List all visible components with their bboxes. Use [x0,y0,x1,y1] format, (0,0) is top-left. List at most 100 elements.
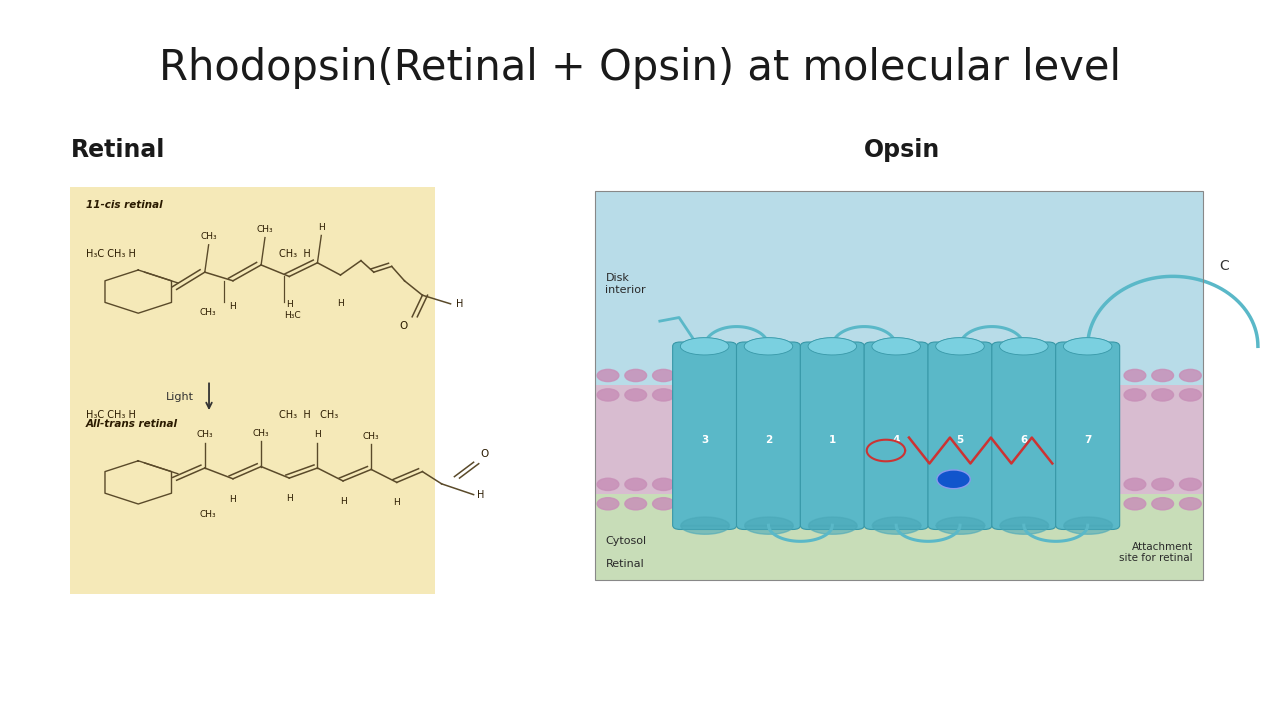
Circle shape [708,498,730,510]
Circle shape [1096,498,1119,510]
Text: Disk
interior: Disk interior [605,274,646,295]
Circle shape [1179,369,1201,382]
Circle shape [791,369,813,382]
Circle shape [736,369,758,382]
Text: CH₃: CH₃ [197,431,212,439]
Circle shape [681,498,703,510]
Circle shape [1124,369,1146,382]
Circle shape [708,478,730,490]
Circle shape [596,389,620,401]
FancyBboxPatch shape [736,342,800,529]
Circle shape [625,498,646,510]
Circle shape [1041,369,1062,382]
Circle shape [1014,389,1034,401]
Text: CH₃: CH₃ [200,510,215,518]
Circle shape [681,478,703,490]
Text: Rhodopsin(Retinal + Opsin) at molecular level: Rhodopsin(Retinal + Opsin) at molecular … [159,47,1121,89]
Circle shape [1014,369,1034,382]
Circle shape [653,478,675,490]
FancyBboxPatch shape [595,191,1203,385]
Circle shape [957,389,979,401]
Circle shape [1124,478,1146,490]
Text: H: H [337,299,344,308]
Circle shape [986,389,1007,401]
Circle shape [1096,369,1119,382]
Text: H: H [285,300,293,310]
Text: H: H [285,494,293,503]
FancyBboxPatch shape [70,187,435,594]
Circle shape [763,498,786,510]
FancyBboxPatch shape [800,342,864,529]
Text: 6: 6 [1020,435,1028,445]
Circle shape [1096,389,1119,401]
Text: H: H [317,222,325,232]
Circle shape [791,498,813,510]
Circle shape [874,369,896,382]
Text: Light: Light [165,392,193,402]
Circle shape [708,369,730,382]
Text: Opsin: Opsin [864,138,941,162]
Circle shape [929,498,951,510]
Polygon shape [744,338,792,355]
Text: CH₃  H: CH₃ H [279,249,311,259]
Circle shape [902,498,924,510]
Circle shape [791,478,813,490]
Text: 11-cis retinal: 11-cis retinal [86,200,163,210]
Text: 7: 7 [1084,435,1092,445]
FancyBboxPatch shape [864,342,928,529]
Circle shape [819,478,841,490]
Text: 3: 3 [701,435,708,445]
Circle shape [596,498,620,510]
Circle shape [791,389,813,401]
Circle shape [1152,498,1174,510]
Circle shape [874,389,896,401]
Polygon shape [681,338,730,355]
Text: CH₃: CH₃ [201,232,216,241]
Circle shape [763,389,786,401]
Text: Retinal: Retinal [70,138,165,162]
Circle shape [874,498,896,510]
Circle shape [846,478,868,490]
Circle shape [846,369,868,382]
Circle shape [763,369,786,382]
Circle shape [929,369,951,382]
Circle shape [1041,478,1062,490]
FancyBboxPatch shape [928,342,992,529]
Circle shape [653,389,675,401]
Text: 1: 1 [828,435,836,445]
Circle shape [986,478,1007,490]
Circle shape [681,369,703,382]
Circle shape [1124,498,1146,510]
Circle shape [986,369,1007,382]
Circle shape [1069,478,1091,490]
Circle shape [902,389,924,401]
Text: H₃C CH₃ H: H₃C CH₃ H [86,410,136,420]
FancyBboxPatch shape [1056,342,1120,529]
Text: Retinal: Retinal [605,559,644,569]
Text: 4: 4 [892,435,900,445]
Circle shape [653,498,675,510]
Circle shape [1179,389,1201,401]
Circle shape [957,498,979,510]
Text: CH₃: CH₃ [200,308,215,317]
Circle shape [1152,478,1174,490]
Circle shape [957,478,979,490]
Circle shape [1152,389,1174,401]
Text: O: O [399,321,407,331]
Circle shape [763,478,786,490]
Circle shape [1069,369,1091,382]
Circle shape [819,498,841,510]
Polygon shape [1000,338,1048,355]
Circle shape [1014,478,1034,490]
Circle shape [1124,389,1146,401]
Circle shape [957,369,979,382]
Text: All-trans retinal: All-trans retinal [86,419,178,429]
Polygon shape [1064,338,1112,355]
Circle shape [1179,478,1201,490]
Circle shape [1152,369,1174,382]
Circle shape [653,369,675,382]
Circle shape [929,478,951,490]
Circle shape [846,498,868,510]
Circle shape [1069,498,1091,510]
Text: Cytosol: Cytosol [605,536,646,546]
